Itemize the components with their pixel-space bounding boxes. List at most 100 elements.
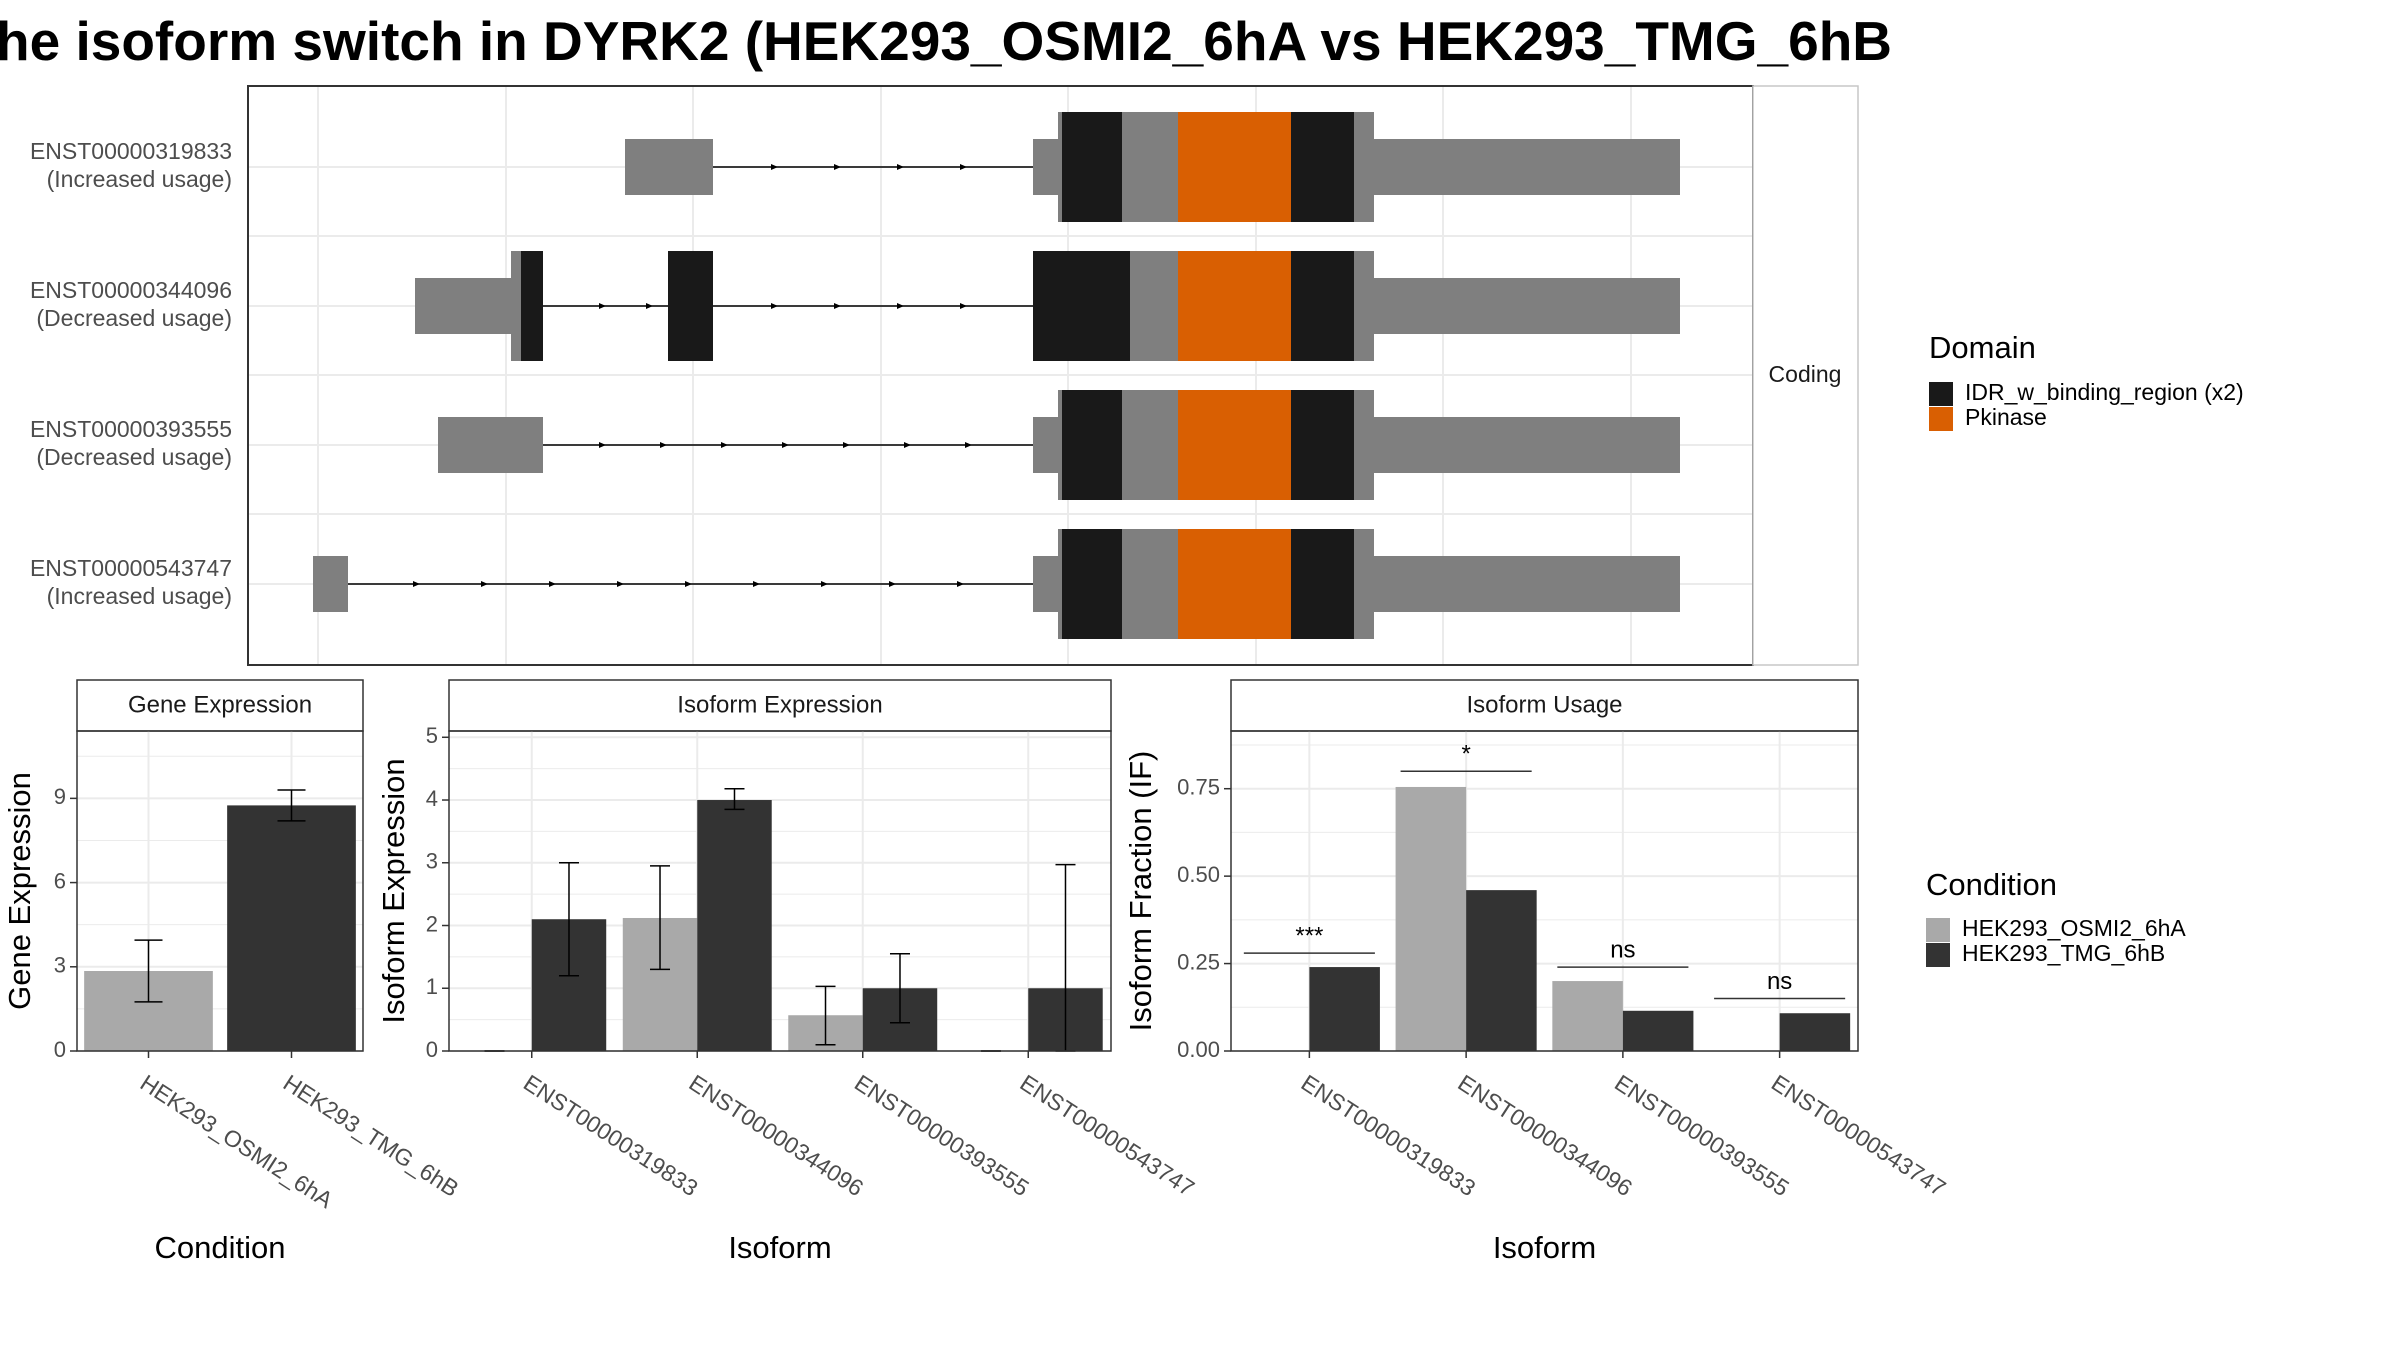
isoform-axis-label: ENST00000344096 — [30, 277, 232, 303]
exon-block — [1033, 556, 1058, 612]
exon-block — [1354, 390, 1374, 500]
bar-tmg — [1466, 890, 1537, 1051]
x-tick-label: ENST00000543747 — [1016, 1069, 1200, 1201]
x-tick-label: ENST00000543747 — [1767, 1069, 1951, 1201]
idr-domain-block — [668, 251, 713, 361]
significance-label: * — [1461, 741, 1470, 768]
exon-block — [1033, 139, 1058, 195]
condition-legend-label: HEK293_OSMI2_6hA — [1962, 915, 2186, 941]
x-tick-label: ENST00000319833 — [519, 1069, 703, 1201]
y-tick-label: 0.50 — [1177, 862, 1220, 887]
idr-domain-block — [1291, 112, 1354, 222]
domain-legend-label: Pkinase — [1965, 404, 2047, 430]
exon-block — [1122, 112, 1178, 222]
domain-legend-key-pkinase — [1929, 407, 1953, 431]
x-tick-label: ENST00000393555 — [850, 1069, 1034, 1201]
intron-arrow — [965, 442, 972, 448]
idr-domain-block — [521, 251, 543, 361]
bar-panel-border — [1230, 730, 1859, 1052]
intron-arrow — [834, 303, 841, 309]
intron-arrow — [685, 581, 692, 587]
page-title: he isoform switch in DYRK2 (HEK293_OSMI2… — [0, 10, 1893, 72]
y-tick-label: 0.75 — [1177, 775, 1220, 800]
isoform-axis-label: ENST00000319833 — [30, 138, 232, 164]
y-tick-label: 9 — [54, 784, 66, 809]
isoform-axis-label-usage: (Decreased usage) — [36, 305, 232, 331]
intron-arrow — [646, 303, 653, 309]
x-axis-title-gene: Condition — [155, 1230, 286, 1265]
intron-arrow — [413, 581, 420, 587]
y-tick-label: 2 — [426, 911, 438, 936]
exon-block — [1058, 112, 1062, 222]
exon-block — [313, 556, 348, 612]
y-tick-label: 0 — [426, 1037, 438, 1062]
intron-arrow — [889, 581, 896, 587]
idr-domain-block — [1033, 251, 1130, 361]
y-tick-label: 0 — [54, 1037, 66, 1062]
isoform-axis-label-usage: (Decreased usage) — [36, 444, 232, 470]
y-axis-title-isoform-usage: Isoform Fraction (IF) — [1123, 751, 1158, 1032]
exon-block — [1374, 139, 1680, 195]
intron-arrow — [617, 581, 624, 587]
exon-block — [1354, 251, 1374, 361]
intron-arrow — [481, 581, 488, 587]
bar-tmg — [1622, 1010, 1694, 1051]
x-axis-title-isoform-expression: Isoform — [728, 1230, 831, 1265]
isoform-axis-label-usage: (Increased usage) — [47, 583, 232, 609]
y-tick-label: 3 — [54, 953, 66, 978]
exon-block — [1122, 390, 1178, 500]
intron-arrow — [843, 442, 850, 448]
intron-arrow — [599, 303, 606, 309]
panel-title-gene: Gene Expression — [128, 691, 312, 718]
bar-tmg — [1779, 1013, 1851, 1051]
intron-arrow — [549, 581, 556, 587]
exon-block — [625, 139, 713, 195]
intron-arrow — [834, 164, 841, 170]
condition-legend-key — [1926, 918, 1950, 942]
intron-arrow — [660, 442, 667, 448]
exon-block — [1033, 417, 1058, 473]
condition-legend-label: HEK293_TMG_6hB — [1962, 940, 2165, 966]
x-tick-label: ENST00000319833 — [1297, 1069, 1481, 1201]
intron-arrow — [904, 442, 911, 448]
condition-legend-title: Condition — [1926, 867, 2057, 902]
intron-arrow — [821, 581, 828, 587]
exon-block — [1374, 417, 1680, 473]
domain-legend-key-idr — [1929, 382, 1953, 406]
y-tick-label: 3 — [426, 849, 438, 874]
bar-osmi2 — [1552, 981, 1623, 1051]
y-tick-label: 1 — [426, 974, 438, 999]
panel-title-isoform-usage: Isoform Usage — [1466, 691, 1622, 718]
y-tick-label: 6 — [54, 868, 66, 893]
idr-domain-block — [1291, 251, 1354, 361]
bar-gene-expression — [227, 805, 356, 1051]
exon-block — [415, 278, 511, 334]
isoform-axis-label-usage: (Increased usage) — [47, 166, 232, 192]
intron-arrow — [960, 164, 967, 170]
x-tick-label: ENST00000393555 — [1610, 1069, 1794, 1201]
y-tick-label: 0.25 — [1177, 949, 1220, 974]
y-axis-title-isoform-expression: Isoform Expression — [376, 758, 411, 1023]
exon-block — [438, 417, 543, 473]
idr-domain-block — [1062, 390, 1122, 500]
y-axis-title-gene: Gene Expression — [2, 772, 37, 1010]
condition-legend-key — [1926, 943, 1950, 967]
intron-arrow — [753, 581, 760, 587]
idr-domain-block — [1291, 390, 1354, 500]
y-tick-label: 5 — [426, 723, 438, 748]
pkinase-domain-block — [1178, 251, 1291, 361]
domain-legend-label: IDR_w_binding_region (x2) — [1965, 379, 2244, 405]
x-tick-label: ENST00000344096 — [685, 1069, 869, 1201]
intron-arrow — [782, 442, 789, 448]
intron-arrow — [897, 303, 904, 309]
exon-block — [1354, 112, 1374, 222]
pkinase-domain-block — [1178, 529, 1291, 639]
exon-block — [1130, 251, 1178, 361]
isoform-axis-label: ENST00000393555 — [30, 416, 232, 442]
intron-arrow — [957, 581, 964, 587]
intron-arrow — [771, 164, 778, 170]
significance-label: *** — [1295, 922, 1323, 949]
exon-block — [1122, 529, 1178, 639]
y-tick-label: 0.00 — [1177, 1037, 1220, 1062]
exon-block — [1374, 278, 1680, 334]
